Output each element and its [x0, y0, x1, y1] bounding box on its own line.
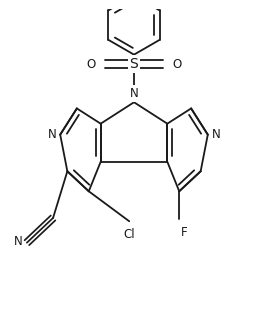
- Text: O: O: [87, 58, 96, 71]
- Text: F: F: [181, 226, 187, 239]
- Text: Cl: Cl: [124, 228, 135, 241]
- Text: N: N: [48, 128, 56, 141]
- Text: N: N: [130, 87, 138, 100]
- Text: S: S: [130, 57, 138, 71]
- Text: N: N: [212, 128, 220, 141]
- Text: O: O: [172, 58, 181, 71]
- Text: N: N: [14, 235, 23, 248]
